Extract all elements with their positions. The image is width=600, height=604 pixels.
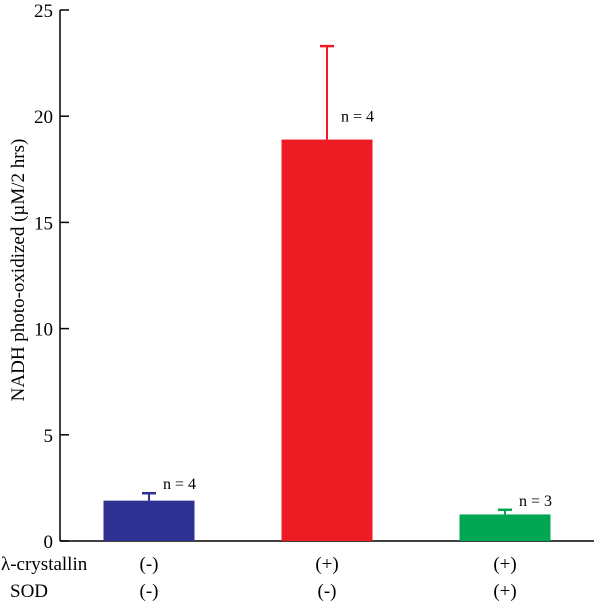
lambda-label: (-) (140, 554, 159, 575)
y-tick-label: 15 (34, 213, 53, 234)
lambda-row-label: λ-crystallin (1, 554, 88, 575)
y-tick-label: 0 (44, 532, 54, 553)
n-label: n = 4 (163, 476, 196, 493)
category-labels: (-) (-) (+) (-) (+) (+) λ-crystallin SOD (1, 554, 517, 602)
sod-label: (-) (318, 581, 337, 602)
sod-label: (+) (493, 581, 516, 602)
y-tick-label: 20 (34, 107, 53, 128)
y-axis-label: NADH photo-oxidized (µM/2 hrs) (8, 139, 29, 402)
bar (281, 139, 373, 541)
bar (103, 500, 195, 541)
n-label: n = 3 (519, 493, 552, 510)
y-tick-label: 5 (44, 426, 54, 447)
sod-label: (-) (140, 581, 159, 602)
sod-row-label: SOD (10, 581, 48, 602)
bars-group: n = 4 n = 4 n = 3 (103, 44, 552, 541)
y-tick-label: 10 (34, 320, 53, 341)
y-tick-label: 25 (34, 1, 53, 22)
lambda-label: (+) (315, 554, 338, 575)
lambda-label: (+) (493, 554, 516, 575)
bar (459, 514, 551, 541)
n-label: n = 4 (341, 109, 374, 126)
